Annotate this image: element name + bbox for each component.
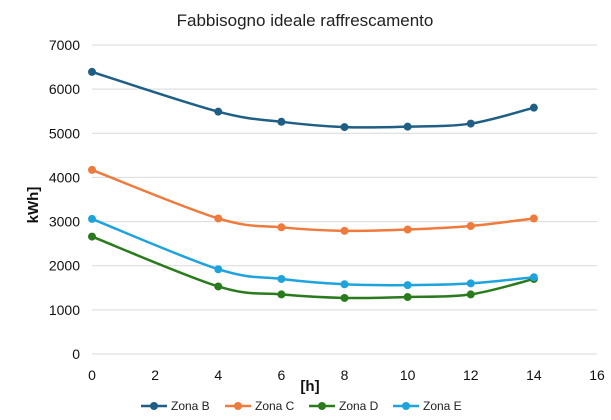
x-tick-label: 2 <box>151 367 159 383</box>
data-point <box>214 265 223 274</box>
data-point <box>277 223 286 232</box>
y-tick-label: 6000 <box>49 81 80 97</box>
y-axis-ticks: 0 1000 2000 3000 4000 5000 6000 7000 <box>49 37 80 362</box>
x-tick-label: 12 <box>463 367 479 383</box>
x-tick-label: 0 <box>88 367 96 383</box>
data-point <box>529 273 538 282</box>
chart-title: Fabbisogno ideale raffrescamento <box>177 11 434 30</box>
data-point <box>529 214 538 223</box>
series-zona-b <box>88 67 538 132</box>
x-tick-label: 6 <box>277 367 285 383</box>
data-point <box>214 214 223 223</box>
y-tick-label: 1000 <box>49 302 80 318</box>
data-point <box>277 290 286 299</box>
data-point <box>214 282 223 291</box>
legend-label: Zona E <box>423 399 462 413</box>
data-point <box>277 117 286 126</box>
data-point <box>277 274 286 283</box>
y-tick-label: 4000 <box>49 169 80 185</box>
data-point <box>340 280 349 289</box>
legend-label: Zona D <box>339 399 379 413</box>
series-zona-c <box>88 165 538 235</box>
legend-swatch-marker <box>234 402 242 410</box>
x-axis-label: [h] <box>300 378 319 395</box>
data-point <box>403 293 412 302</box>
series-line <box>91 70 535 129</box>
data-point <box>403 122 412 131</box>
gridlines <box>92 44 597 355</box>
data-point <box>88 214 96 223</box>
y-tick-label: 3000 <box>49 214 80 230</box>
legend-item: Zona E <box>393 399 462 413</box>
x-tick-label: 16 <box>589 367 605 383</box>
series-zona-d <box>88 232 538 302</box>
legend-label: Zona C <box>255 399 295 413</box>
y-tick-label: 0 <box>72 346 80 362</box>
y-axis-label: kWh] <box>25 187 42 224</box>
data-point <box>466 119 475 128</box>
data-point <box>214 107 223 116</box>
series-lines <box>88 67 538 302</box>
legend-item: Zona D <box>309 399 379 413</box>
x-tick-label: 8 <box>341 367 349 383</box>
y-tick-label: 7000 <box>49 37 80 53</box>
series-zona-e <box>88 214 538 290</box>
data-point <box>340 293 349 302</box>
data-point <box>88 67 96 76</box>
data-point <box>466 279 475 288</box>
legend-swatch-marker <box>150 402 158 410</box>
data-point <box>403 281 412 290</box>
data-point <box>403 225 412 234</box>
y-tick-label: 2000 <box>49 258 80 274</box>
x-tick-label: 4 <box>214 367 222 383</box>
data-point <box>340 226 349 235</box>
data-point <box>466 290 475 299</box>
legend-swatch-marker <box>318 402 326 410</box>
data-point <box>529 103 538 112</box>
x-tick-label: 10 <box>400 367 416 383</box>
x-tick-label: 14 <box>526 367 542 383</box>
y-tick-label: 5000 <box>49 125 80 141</box>
x-axis-ticks: 0 2 4 6 8 10 12 14 16 <box>88 367 605 383</box>
legend-item: Zona C <box>225 399 295 413</box>
data-point <box>340 123 349 132</box>
legend: Zona B Zona C Zona D Zona E <box>141 399 462 413</box>
data-point <box>466 221 475 230</box>
legend-swatch-marker <box>402 402 410 410</box>
data-point <box>88 232 96 241</box>
legend-item: Zona B <box>141 399 210 413</box>
data-point <box>88 165 96 174</box>
legend-label: Zona B <box>171 399 210 413</box>
